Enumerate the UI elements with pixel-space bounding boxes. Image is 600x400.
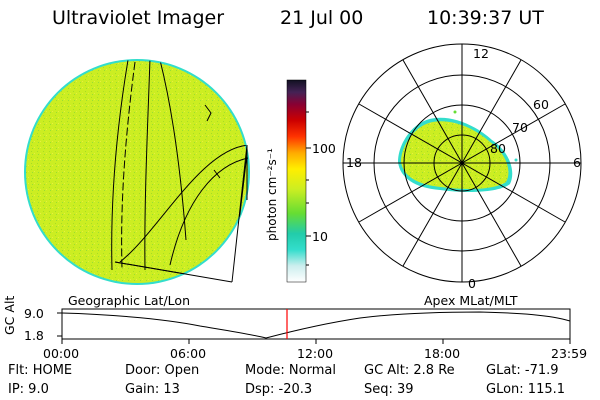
lat-label-70: 70 [512, 120, 528, 135]
instrument-title: Ultraviolet Imager [52, 7, 225, 29]
lat-label-80: 80 [490, 141, 506, 156]
seq-value: Seq: 39 [364, 382, 414, 397]
date-label: 21 Jul 00 [280, 7, 364, 29]
lat-lon-grid-line [144, 60, 151, 271]
gain-value: Gain: 13 [125, 382, 180, 397]
time-tick-0: 00:00 [43, 346, 80, 361]
altitude-plot [57, 308, 571, 344]
flight-mode: Flt: HOME [8, 363, 73, 378]
geographic-label: Geographic Lat/Lon [68, 293, 190, 308]
colorbar-tick-label-10: 10 [312, 229, 328, 244]
lat-lon-grid-line [169, 157, 249, 266]
lat-lon-grid-line [159, 60, 187, 241]
mlt-label-0: 0 [468, 276, 476, 291]
gc-alt-value: GC Alt: 2.8 Re [364, 363, 455, 378]
mode-status: Mode: Normal [245, 363, 336, 378]
mlt-label-12: 12 [473, 46, 489, 61]
lat-lon-grid-line [111, 60, 129, 271]
glon-value: GLon: 115.1 [486, 382, 566, 397]
lat-label-60: 60 [533, 97, 549, 112]
altitude-curve [61, 311, 571, 339]
coastline [121, 61, 136, 269]
colorbar [286, 79, 311, 283]
polar-plot [342, 43, 582, 283]
colorbar-unit-label: photon cm⁻²s⁻¹ [265, 148, 279, 241]
time-tick-4: 23:59 [551, 346, 588, 361]
mlt-label-18: 18 [346, 155, 362, 170]
altitude-plot-frame [61, 308, 571, 340]
time-tick-1: 06:00 [170, 346, 207, 361]
altitude-ytick-bottom: 1.8 [24, 328, 44, 343]
glat-value: GLat: -71.9 [486, 363, 559, 378]
lat-lon-grid-line [119, 144, 249, 263]
ip-value: IP: 9.0 [8, 382, 49, 397]
apex-label: Apex MLat/MLT [424, 293, 518, 308]
dsp-value: Dsp: -20.3 [245, 382, 313, 397]
door-status: Door: Open [125, 363, 200, 378]
altitude-ytick-top: 9.0 [24, 306, 44, 321]
altitude-ylabel: GC Alt [2, 295, 17, 335]
earth-image [24, 59, 250, 285]
colorbar-tick-label-100: 100 [312, 141, 336, 156]
time-label: 10:39:37 UT [427, 7, 544, 29]
mlt-label-6: 6 [573, 155, 581, 170]
time-tick-2: 12:00 [297, 346, 334, 361]
time-tick-3: 18:00 [424, 346, 461, 361]
